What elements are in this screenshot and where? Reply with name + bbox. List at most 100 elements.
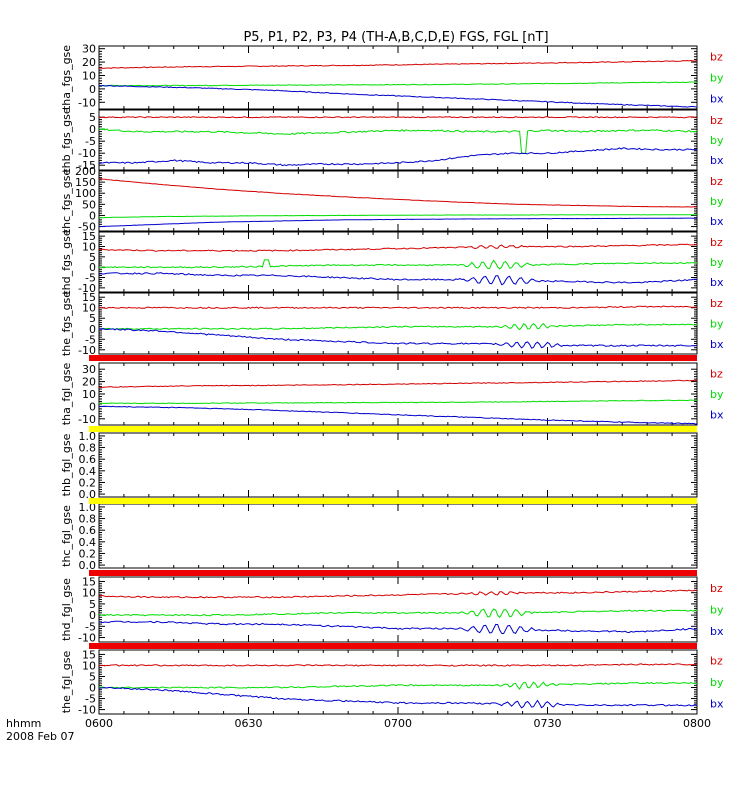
series-by-line [98,681,698,690]
y-tick-label: 5 [89,670,96,683]
series-bx-line [98,217,698,228]
y-tick-label: -10 [78,413,96,426]
y-tick-label: -5 [85,272,96,285]
y-tick-label: 0 [89,209,96,222]
y-tick-label: -5 [85,620,96,633]
y-tick-label: 5 [89,111,96,124]
y-tick-label: 15 [82,648,96,661]
panel-thb_fgs_gse: -15-10-505 thb_fgs_gse bz by bx [60,107,724,173]
panel-ylabel: the_fgs_gse [60,291,73,356]
legend-bz: bz [710,175,723,188]
legend-bx: bx [710,338,724,351]
y-tick-label: 0.0 [79,559,97,572]
y-tick-label: 0.8 [79,442,97,455]
panel-frame [98,292,698,355]
legend-bz: bz [710,51,723,64]
y-tick-label: -5 [85,135,96,148]
series-bz-line [98,379,698,388]
y-tick-label: 200 [75,165,96,178]
series-bx-line [98,405,698,425]
x-tick-label: 0630 [235,717,263,730]
y-tick-label: 1.0 [79,501,97,514]
legend-by: by [710,604,724,617]
series-by-line [98,259,698,270]
series-by-line [98,399,698,405]
panel-frame [98,503,698,569]
legend-bz: bz [710,582,723,595]
y-tick-label: -15 [78,159,96,172]
y-tick-label: 0 [89,682,96,695]
legend-bx: bx [710,697,724,710]
panel-frame [98,649,698,715]
legend-bx: bx [710,215,724,228]
series-bx-line [99,687,698,709]
series-bz-line [98,116,698,119]
y-tick-label: 0.8 [79,513,97,526]
legend-bz: bz [710,236,723,249]
y-tick-label: -10 [78,704,96,717]
panel-frame [98,231,698,293]
series-by-line [98,322,698,331]
legend-bx: bx [710,93,724,106]
y-tick-label: 0.4 [79,465,97,478]
legend-bx: bx [710,276,724,289]
y-tick-label: 0 [89,83,96,96]
legend-by: by [710,318,724,331]
y-tick-label: 0 [89,123,96,136]
y-tick-label: -10 [78,632,96,645]
y-tick-label: 0 [89,400,96,413]
panel-ylabel: thb_fgl_gse [60,433,73,496]
series-by-line [98,127,698,154]
status-bar [89,643,697,649]
y-tick-label: 20 [82,56,96,69]
panel-frame [98,170,698,232]
y-tick-label: 10 [82,587,96,600]
series-bz-line [98,59,698,69]
y-tick-label: 0 [89,323,96,336]
series-by-line [98,81,697,87]
y-tick-label: -10 [78,96,96,109]
y-tick-label: 30 [82,363,96,376]
status-bars [89,355,697,649]
x-tick-label: 0600 [85,717,113,730]
status-bar [89,355,697,361]
y-tick-label: -50 [78,221,96,234]
legend-by: by [710,72,724,85]
y-tick-label: -10 [78,344,96,357]
legend-by: by [710,388,724,401]
legend-bz: bz [710,114,723,127]
legend-bz: bz [710,367,723,380]
legend-by: by [710,256,724,269]
y-tick-label: 10 [82,69,96,82]
x-tick-label: 0800 [683,717,711,730]
y-tick-label: -5 [85,333,96,346]
panel-ylabel: thd_fgs_gse [60,229,73,295]
y-tick-label: 15 [82,291,96,304]
y-tick-label: 0.4 [79,536,97,549]
panel-frame [98,45,698,110]
legend-bz: bz [710,655,723,668]
x-tick-label: 0730 [534,717,562,730]
series-bz-line [98,305,698,309]
status-bar [89,426,697,432]
legend-by: by [710,676,724,689]
y-tick-label: 0.2 [79,547,97,560]
panel-frame [98,362,698,426]
y-tick-label: 10 [82,659,96,672]
series-by-line [98,214,698,219]
status-bar [89,570,697,576]
panel-ylabel: the_fgl_gse [60,651,73,714]
panel-ylabel: thb_fgs_gse [60,107,73,173]
panel-frame [98,576,698,643]
series-bx-line [98,620,698,635]
panel-ylabel: thc_fgl_gse [60,505,73,567]
legend-by: by [710,195,724,208]
y-tick-label: 100 [75,187,96,200]
legend-bz: bz [710,297,723,310]
y-tick-label: 15 [82,230,96,243]
